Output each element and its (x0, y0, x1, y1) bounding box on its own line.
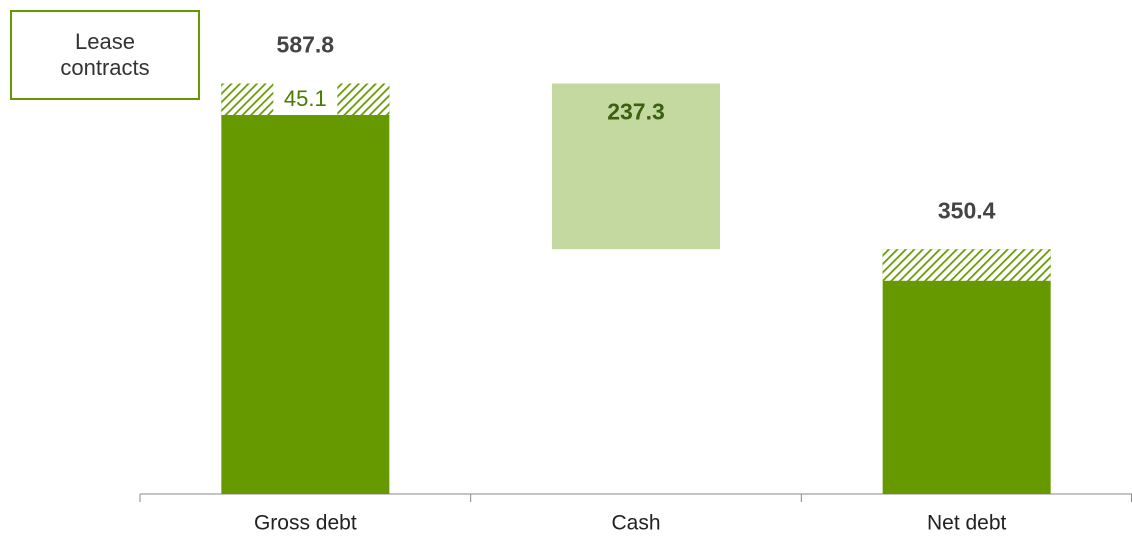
x-tick-label: Cash (611, 512, 660, 535)
value-label: 237.3 (607, 99, 665, 125)
bar (882, 249, 1051, 494)
bar (552, 83, 720, 250)
label-background (273, 83, 338, 116)
x-tick-label: Net debt (927, 512, 1007, 535)
value-label: 350.4 (938, 197, 996, 223)
legend-label: Lease contracts (60, 28, 150, 80)
segment-label: 45.1 (284, 86, 327, 111)
lease-segment (882, 249, 1051, 281)
value-label: 587.8 (277, 32, 335, 58)
bar (221, 83, 390, 495)
legend: Lease contracts (10, 10, 200, 100)
x-tick-label: Gross debt (254, 512, 357, 535)
